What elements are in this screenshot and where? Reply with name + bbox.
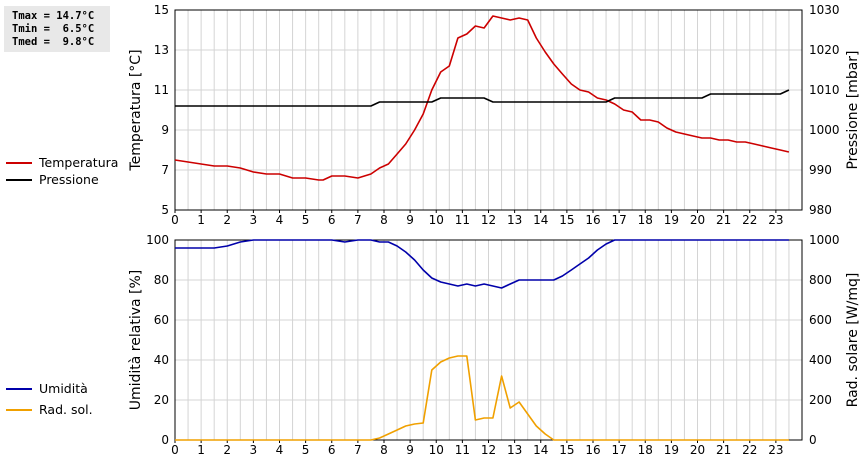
- y-tick-label-right: 600: [809, 313, 832, 327]
- legend-swatch: [6, 179, 32, 181]
- x-tick-label: 2: [223, 443, 231, 457]
- legend-label: Rad. sol.: [39, 402, 93, 417]
- y-tick-label-right: 1020: [809, 43, 840, 57]
- x-tick-label: 6: [328, 443, 336, 457]
- x-tick-label: 2: [223, 213, 231, 227]
- y-tick-label-left: 0: [161, 433, 169, 447]
- y-tick-label-right: 1030: [809, 3, 840, 17]
- x-tick-label: 4: [276, 443, 284, 457]
- y-axis-label-right: Pressione [mbar]: [845, 50, 860, 169]
- legend-swatch: [6, 162, 32, 164]
- chart-humidity-radiation: 0 1 2 3 4 5 6 7 8 9 10 11 12 13 14 15 16 17 18 19 20 21 22 2302…: [128, 233, 860, 457]
- x-tick-label: 17: [611, 443, 626, 457]
- tmax-value: Tmax = 14.7°C: [12, 10, 95, 22]
- x-tick-label: 14: [533, 213, 548, 227]
- x-tick-label: 3: [250, 213, 258, 227]
- legend-swatch: [6, 388, 32, 390]
- y-tick-label-right: 800: [809, 273, 832, 287]
- legend-label: Umidità: [39, 381, 88, 396]
- statistics-box: Tmax = 14.7°C Tmin = 6.5°C Tmed = 9.8°C: [4, 6, 110, 52]
- x-tick-label: 9: [406, 213, 414, 227]
- x-tick-label: 17: [611, 213, 626, 227]
- x-tick-label: 12: [481, 443, 496, 457]
- x-tick-label: 11: [455, 213, 470, 227]
- x-tick-label: 15: [559, 213, 574, 227]
- y-tick-label-left: 9: [161, 123, 169, 137]
- y-tick-label-right: 0: [809, 433, 817, 447]
- x-tick-label: 9: [406, 443, 414, 457]
- x-tick-label: 21: [716, 213, 731, 227]
- legend-swatch: [6, 409, 32, 411]
- y-tick-label-left: 11: [154, 83, 169, 97]
- x-tick-label: 22: [742, 443, 757, 457]
- legend-label: Temperatura: [39, 155, 119, 170]
- x-tick-label: 19: [664, 213, 679, 227]
- y-tick-label-left: 5: [161, 203, 169, 217]
- y-tick-label-right: 1000: [809, 123, 840, 137]
- x-tick-label: 16: [585, 213, 600, 227]
- y-axis-label-right: Rad. solare [W/mq]: [845, 273, 860, 408]
- x-tick-label: 0: [171, 213, 179, 227]
- x-tick-label: 6: [328, 213, 336, 227]
- x-tick-label: 12: [481, 213, 496, 227]
- y-tick-label-right: 990: [809, 163, 832, 177]
- x-tick-label: 10: [429, 443, 444, 457]
- chart-temperature-pressure: 0 1 2 3 4 5 6 7 8 9 10 11 12 13 14 15 16 17 18 19 20 21 22 2357…: [128, 3, 860, 227]
- x-tick-label: 8: [380, 443, 388, 457]
- x-tick-label: 1: [197, 443, 205, 457]
- tmed-value: Tmed = 9.8°C: [12, 36, 95, 48]
- x-tick-label: 23: [768, 213, 783, 227]
- y-tick-label-left: 15: [154, 3, 169, 17]
- x-tick-label: 13: [507, 443, 522, 457]
- y-tick-label-right: 200: [809, 393, 832, 407]
- y-tick-label-right: 980: [809, 203, 832, 217]
- y-axis-label-left: Temperatura [°C]: [128, 49, 144, 171]
- x-tick-label: 7: [354, 213, 362, 227]
- y-tick-label-right: 400: [809, 353, 832, 367]
- y-tick-label-left: 40: [154, 353, 169, 367]
- x-tick-label: 0: [171, 443, 179, 457]
- series-line-temperatura: [174, 15, 790, 181]
- x-tick-label: 10: [429, 213, 444, 227]
- series-line-rad-sol: [175, 355, 789, 441]
- y-tick-label-left: 7: [161, 163, 169, 177]
- series-line-umidit: [175, 239, 789, 289]
- y-axis-label-left: Umidità relativa [%]: [128, 270, 144, 411]
- x-tick-label: 8: [380, 213, 388, 227]
- x-tick-label: 3: [250, 443, 258, 457]
- x-tick-label: 20: [690, 213, 705, 227]
- x-tick-label: 15: [559, 443, 574, 457]
- x-tick-label: 21: [716, 443, 731, 457]
- y-tick-label-left: 13: [154, 43, 169, 57]
- x-tick-label: 14: [533, 443, 548, 457]
- x-tick-label: 4: [276, 213, 284, 227]
- series-line-pressione: [175, 89, 790, 107]
- x-tick-label: 7: [354, 443, 362, 457]
- x-tick-label: 18: [638, 443, 653, 457]
- y-tick-label-left: 100: [146, 233, 169, 247]
- y-tick-label-left: 60: [154, 313, 169, 327]
- x-tick-label: 18: [638, 213, 653, 227]
- x-tick-label: 11: [455, 443, 470, 457]
- y-tick-label-right: 1000: [809, 233, 840, 247]
- x-tick-label: 13: [507, 213, 522, 227]
- x-tick-label: 23: [768, 443, 783, 457]
- tmin-value: Tmin = 6.5°C: [12, 23, 95, 35]
- y-tick-label-left: 20: [154, 393, 169, 407]
- y-tick-label-left: 80: [154, 273, 169, 287]
- x-tick-label: 16: [585, 443, 600, 457]
- x-tick-label: 5: [302, 213, 310, 227]
- x-tick-label: 1: [197, 213, 205, 227]
- x-tick-label: 5: [302, 443, 310, 457]
- x-tick-label: 20: [690, 443, 705, 457]
- x-tick-label: 19: [664, 443, 679, 457]
- legend-label: Pressione: [39, 172, 99, 187]
- x-tick-label: 22: [742, 213, 757, 227]
- y-tick-label-right: 1010: [809, 83, 840, 97]
